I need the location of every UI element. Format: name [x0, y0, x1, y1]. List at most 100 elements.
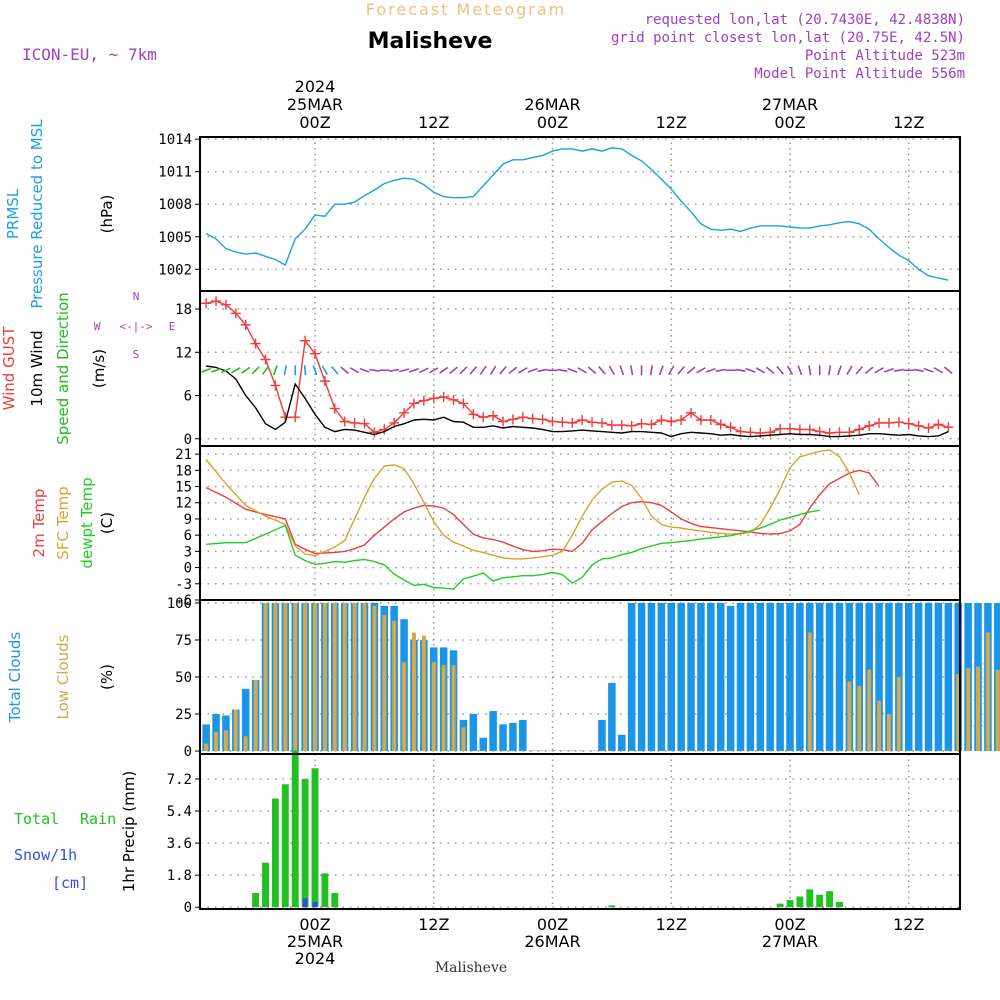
gust-marker	[834, 427, 845, 438]
gust-marker	[794, 424, 805, 435]
wind-direction-arrow	[658, 365, 664, 376]
wind-direction-arrow	[715, 368, 726, 372]
low-cloud-bar	[313, 602, 317, 752]
top-time-label: 25MAR	[287, 95, 343, 114]
wind-direction-arrow	[439, 366, 449, 374]
gust-marker	[230, 308, 241, 319]
wind-direction-arrow	[312, 365, 318, 376]
gust-marker	[923, 422, 934, 433]
point-altitude: Point Altitude 523m	[805, 48, 965, 64]
y-tick-label: 1.8	[167, 868, 192, 884]
bottom-time-label: 26MAR	[524, 932, 580, 951]
low-cloud-bar	[362, 602, 367, 752]
y-tick-label: 7.2	[167, 772, 192, 788]
gust-marker	[329, 403, 340, 414]
low-cloud-bar	[431, 662, 436, 752]
wind-direction-arrow	[577, 367, 587, 374]
low-cloud-bar	[332, 602, 337, 752]
gust-marker	[933, 419, 944, 430]
top-time-label: 12Z	[893, 113, 924, 132]
wind-direction-arrow	[668, 365, 675, 376]
wind-direction-arrow	[808, 365, 812, 376]
gust-marker	[300, 335, 311, 346]
wind-direction-arrow	[649, 365, 654, 376]
wind-direction-arrow	[827, 365, 832, 376]
rain-bar	[806, 889, 814, 908]
wind-direction-arrow	[518, 367, 528, 374]
gust-marker	[211, 296, 222, 307]
total-cloud-bar	[855, 602, 864, 752]
requested-point: requested lon,lat (20.7430E, 42.4838N)	[645, 12, 965, 28]
y-tick-label: 25	[175, 707, 192, 723]
wind-direction-arrow	[272, 365, 278, 376]
gust-marker	[715, 419, 726, 430]
model-name: ICON-EU, ~ 7km	[22, 45, 157, 64]
wind-direction-arrow	[221, 367, 231, 374]
wind-direction-arrow	[508, 366, 518, 375]
panel-unit-label: (m/s)	[90, 349, 108, 388]
panel-label: dewpt Temp	[78, 477, 96, 568]
y-tick-label: -6	[175, 593, 192, 609]
bottom-time-label: 2024	[295, 949, 336, 968]
total-cloud-bar	[627, 602, 636, 752]
low-cloud-bar	[966, 668, 971, 752]
series-line-dewpt-temp	[206, 509, 820, 590]
gust-marker	[240, 319, 251, 330]
gust-marker	[903, 418, 914, 429]
snow-bar	[312, 901, 318, 908]
total-cloud-bar	[736, 602, 745, 752]
bottom-time-label: 25MAR	[287, 932, 343, 951]
gust-marker	[250, 338, 261, 349]
rain-bar	[331, 892, 339, 908]
rain-bar	[311, 768, 319, 908]
wind-direction-arrow	[359, 367, 370, 373]
low-cloud-bar	[303, 602, 308, 752]
low-cloud-bar	[976, 666, 980, 752]
wind-direction-arrow	[786, 365, 794, 376]
low-cloud-bar	[322, 602, 327, 752]
series-line-2m-temp	[205, 469, 880, 555]
wind-direction-arrow	[855, 365, 864, 375]
total-cloud-bar	[519, 719, 527, 752]
wind-direction-arrow	[608, 365, 616, 376]
panel-0: 1002 1005 1008 1011 1014 PRMSL Pressure Reduce…	[4, 119, 961, 309]
low-cloud-bar	[263, 602, 268, 752]
bottom-time-label: 27MAR	[762, 932, 818, 951]
wind-direction-arrow	[923, 367, 934, 373]
wind-direction-arrow	[557, 368, 568, 372]
wind-direction-arrow	[913, 368, 924, 372]
gust-marker	[666, 416, 677, 427]
series-line-prmsl	[205, 147, 949, 281]
total-cloud-bar	[766, 602, 774, 752]
total-cloud-bar	[202, 724, 210, 752]
rain-bar	[271, 798, 279, 908]
total-cloud-bar	[647, 602, 656, 752]
low-cloud-bar	[421, 635, 426, 752]
y-tick-label: 12	[175, 496, 192, 512]
bottom-time-label: 00Z	[299, 915, 330, 934]
top-time-label: 00Z	[774, 113, 805, 132]
total-cloud-bar	[825, 602, 834, 752]
total-cloud-bar	[469, 714, 478, 752]
y-tick-label: 3	[184, 544, 192, 560]
low-cloud-bar	[402, 662, 407, 752]
wind-direction-arrow	[735, 368, 746, 372]
low-cloud-bar	[273, 602, 278, 752]
gust-marker	[399, 407, 410, 418]
y-tick-label: 0	[184, 561, 192, 577]
low-cloud-bar	[956, 674, 961, 752]
wind-direction-arrow	[251, 366, 260, 375]
panel-label: SFC Temp	[54, 486, 72, 559]
total-cloud-bar	[904, 602, 913, 752]
product-title: Forecast Meteogram	[366, 0, 566, 19]
low-cloud-bar	[886, 714, 891, 752]
top-time-label: 12Z	[418, 113, 449, 132]
wind-direction-arrow	[399, 368, 410, 373]
precip-label-unit: [cm]	[52, 874, 88, 892]
gust-marker	[220, 299, 231, 310]
top-time-label: 26MAR	[524, 95, 580, 114]
total-cloud-bar	[687, 602, 695, 752]
wind-direction-arrow	[619, 365, 625, 376]
y-tick-label: 0	[184, 900, 192, 916]
